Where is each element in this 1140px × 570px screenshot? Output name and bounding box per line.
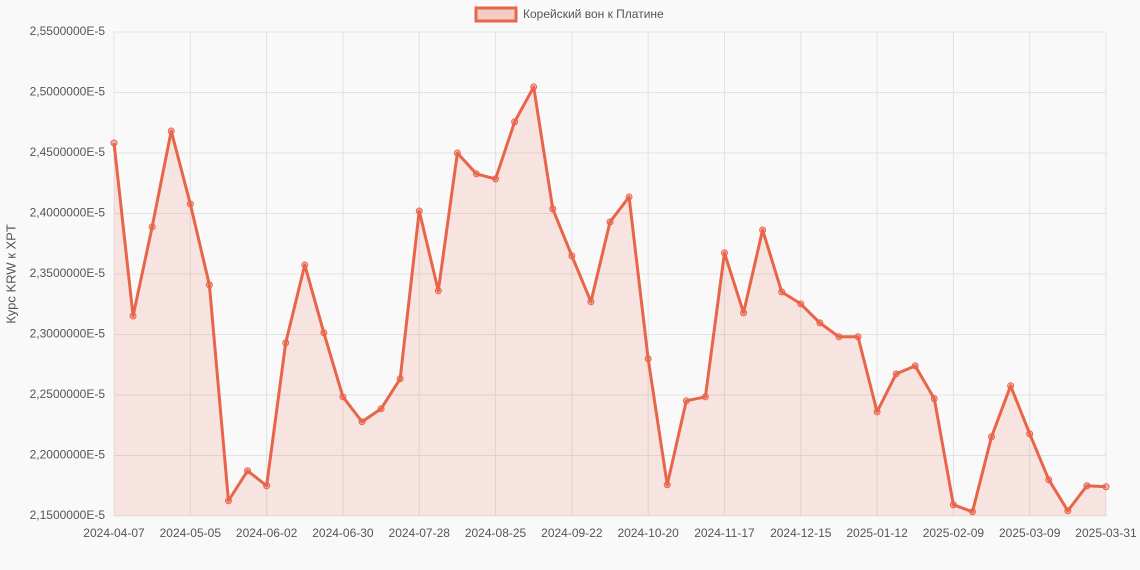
- point: [740, 309, 748, 317]
- area: [114, 86, 1106, 517]
- point: [968, 508, 976, 516]
- y-tick-label: 2,4000000E-5: [30, 206, 106, 220]
- point: [244, 467, 252, 475]
- point: [644, 355, 652, 363]
- point: [167, 127, 175, 135]
- x-tick-label: 2024-09-22: [541, 526, 603, 540]
- point: [396, 375, 404, 383]
- y-tick-label: 2,1500000E-5: [30, 508, 106, 522]
- y-tick-label: 2,5000000E-5: [30, 85, 106, 99]
- x-tick-label: 2024-12-15: [770, 526, 832, 540]
- point: [549, 205, 557, 213]
- point: [625, 193, 633, 201]
- x-tick-label: 2024-07-28: [389, 526, 451, 540]
- point: [415, 207, 423, 215]
- point: [377, 405, 385, 413]
- y-tick-label: 2,2500000E-5: [30, 387, 106, 401]
- point: [129, 312, 137, 320]
- point: [492, 175, 500, 183]
- point: [816, 319, 824, 327]
- point: [453, 149, 461, 157]
- legend-label: Корейский вон к Платине: [523, 7, 664, 21]
- point: [282, 339, 290, 347]
- x-tick-label: 2024-06-02: [236, 526, 298, 540]
- point: [587, 298, 595, 306]
- point: [949, 501, 957, 509]
- x-tick-label: 2025-03-09: [999, 526, 1061, 540]
- point: [472, 170, 480, 178]
- point: [186, 200, 194, 208]
- line: [112, 85, 1107, 514]
- point: [358, 418, 366, 426]
- point: [339, 393, 347, 401]
- x-tick-label: 2024-08-25: [465, 526, 527, 540]
- point: [606, 218, 614, 226]
- point: [110, 139, 118, 147]
- point: [663, 481, 671, 489]
- point: [1026, 430, 1034, 438]
- point: [911, 362, 919, 370]
- x-tick-label: 2024-04-07: [83, 526, 145, 540]
- y-axis-label: Курс KRW к XPT: [3, 224, 18, 324]
- point: [797, 300, 805, 308]
- y-tick-label: 2,2000000E-5: [30, 448, 106, 462]
- point: [205, 281, 213, 289]
- point: [682, 397, 690, 405]
- y-tick-label: 2,5500000E-5: [30, 24, 106, 38]
- point: [701, 393, 709, 401]
- point: [1007, 382, 1015, 390]
- point: [530, 83, 538, 91]
- x-tick-label: 2024-05-05: [160, 526, 222, 540]
- legend-swatch: [474, 6, 518, 23]
- x-tick-label: 2024-10-20: [617, 526, 679, 540]
- point: [759, 226, 767, 234]
- point: [930, 395, 938, 403]
- point: [1045, 476, 1053, 484]
- point: [1083, 482, 1091, 490]
- point: [873, 408, 881, 416]
- x-tick-label: 2024-06-30: [312, 526, 374, 540]
- point: [263, 482, 271, 490]
- point: [835, 333, 843, 341]
- point: [224, 497, 232, 505]
- point: [511, 118, 519, 126]
- point: [301, 261, 309, 269]
- y-tick-label: 2,4500000E-5: [30, 145, 106, 159]
- point: [854, 333, 862, 341]
- point: [1102, 483, 1110, 491]
- point: [568, 252, 576, 260]
- point: [778, 288, 786, 296]
- point: [148, 223, 156, 231]
- y-tick-label: 2,3500000E-5: [30, 266, 106, 280]
- x-tick-label: 2025-03-31: [1075, 526, 1137, 540]
- point: [434, 287, 442, 295]
- point: [720, 249, 728, 257]
- x-tick-label: 2025-01-12: [846, 526, 908, 540]
- y-tick-label: 2,3000000E-5: [30, 327, 106, 341]
- point: [892, 370, 900, 378]
- point: [320, 329, 328, 337]
- point: [1064, 507, 1072, 515]
- x-tick-label: 2025-02-09: [923, 526, 985, 540]
- x-tick-label: 2024-11-17: [694, 526, 755, 540]
- point: [988, 433, 996, 441]
